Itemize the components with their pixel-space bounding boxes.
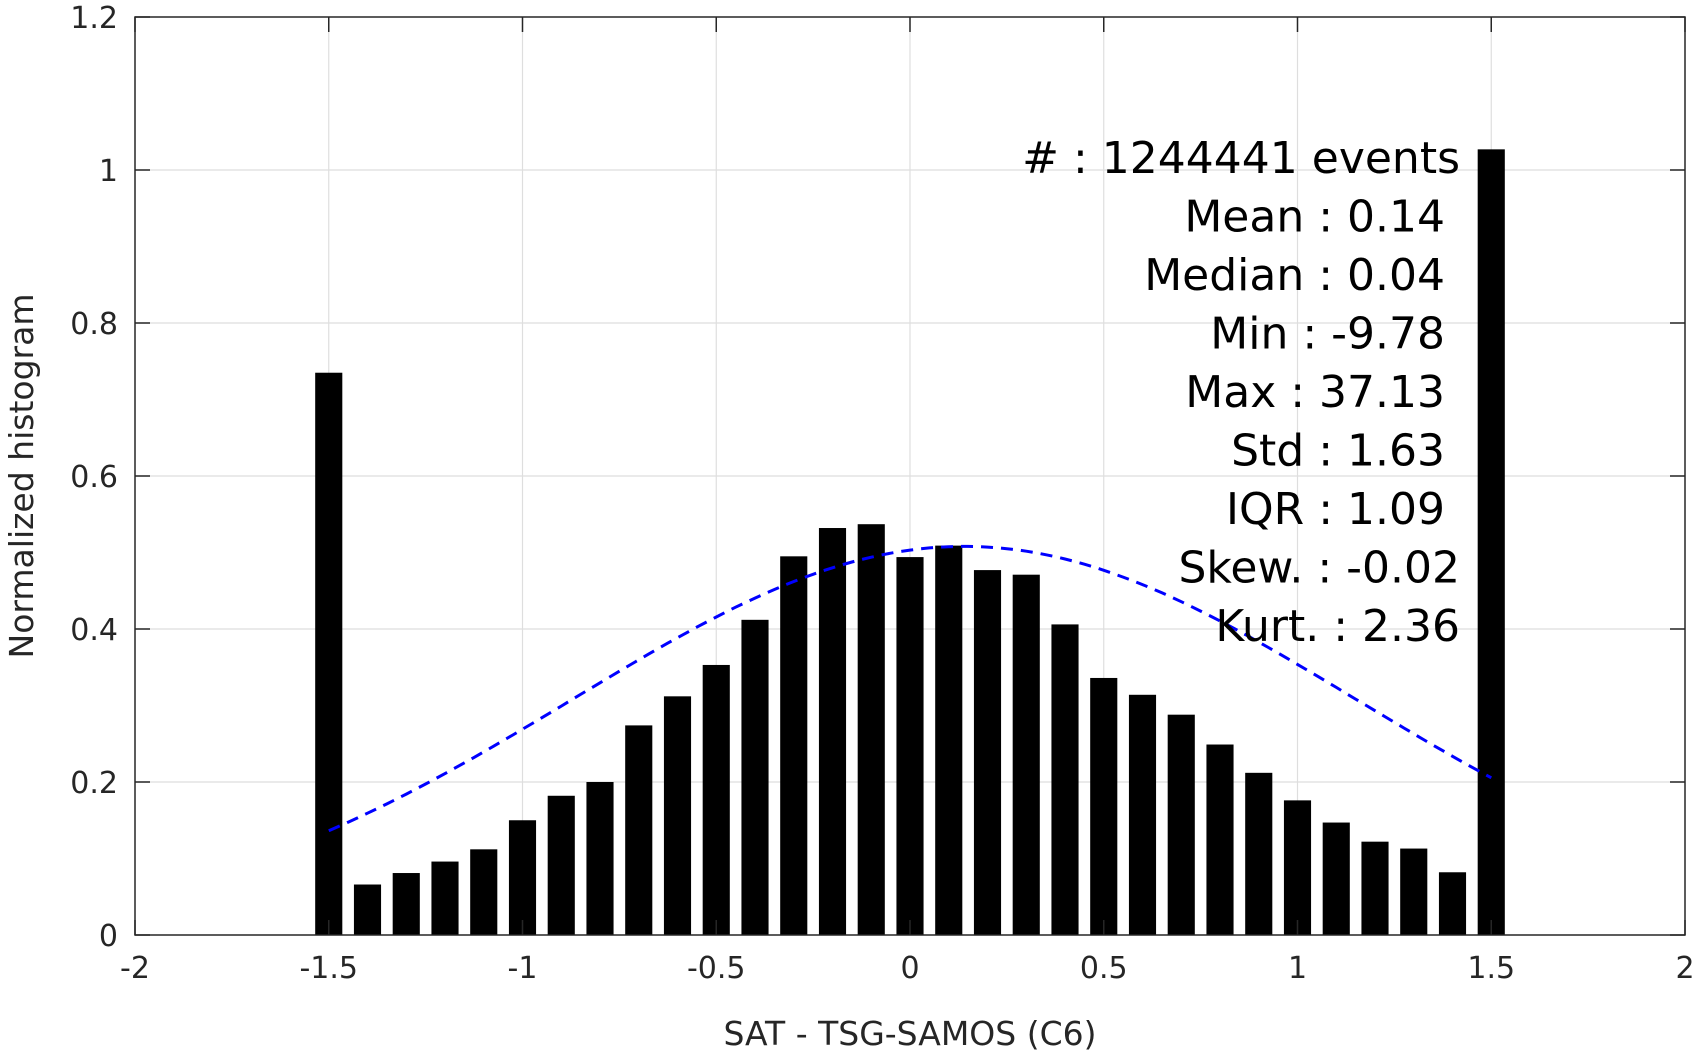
y-tick-label: 0.8 [70,307,118,342]
histogram-bar [1438,872,1467,935]
y-tick-label: 0.6 [70,460,118,495]
stat-line: Mean : 0.14 [1184,192,1445,243]
histogram-bar [625,725,653,935]
histogram-bar [702,664,730,935]
stat-line: IQR : 1.09 [1226,484,1445,535]
histogram-bar [547,795,575,935]
histogram-bar [1051,624,1079,935]
statistics-box: # : 1244441 events Mean : 0.14 Median : 0.… [1022,133,1460,652]
histogram-bar [392,873,420,935]
histogram-bar [353,884,382,935]
stat-line: Std : 1.63 [1231,426,1445,477]
x-tick-label: -0.5 [687,951,746,986]
histogram-bar [1283,800,1312,935]
histogram-bar [1128,694,1157,935]
histogram-bar [1167,714,1195,935]
histogram-bar [1245,772,1273,935]
histogram-bar [857,524,885,935]
gaussian-fit-curve [328,544,1493,833]
histogram-bar [470,849,498,935]
histogram-bar [508,820,537,935]
y-tick-label: 1.2 [70,1,118,36]
histogram-bar [935,545,963,935]
histogram-bar [1012,574,1040,935]
histogram-bar [1322,822,1350,935]
y-tick-label: 0.4 [70,613,118,648]
histogram-bar [1477,149,1505,936]
stat-line: Min : -9.78 [1210,309,1445,360]
x-tick-label: -2 [120,951,150,986]
histogram-bar [1206,744,1234,935]
stat-line: Median : 0.04 [1144,250,1445,301]
x-tick-label: -1 [508,951,538,986]
x-tick-labels: -2 -1.5 -1 -0.5 0 0.5 1 1.5 2 [120,951,1695,986]
histogram-bar [1400,848,1428,935]
y-axis-label: Normalized histogram [2,294,41,659]
x-tick-label: 0.5 [1080,951,1128,986]
histogram-bar [1361,841,1389,935]
histogram-bar [663,696,692,935]
stat-line: Kurt. : 2.36 [1215,601,1460,652]
histogram-bar [586,782,614,935]
histogram-bar [431,861,459,935]
x-tick-label: 2 [1675,951,1694,986]
stat-line: Max : 37.13 [1185,367,1445,418]
y-tick-label: 0.2 [70,766,118,801]
stat-line: Skew. : -0.02 [1179,543,1461,594]
histogram-bar [1090,677,1118,935]
x-tick-label: 1 [1288,951,1307,986]
histogram-bar [973,570,1002,935]
x-tick-label: 0 [900,951,919,986]
x-axis-label: SAT - TSG-SAMOS (C6) [723,1014,1096,1053]
histogram-bar [741,619,769,935]
x-tick-label: 1.5 [1467,951,1515,986]
histogram-bar [818,528,847,935]
y-tick-labels: 0 0.2 0.4 0.6 0.8 1 1.2 [70,1,118,954]
y-tick-label: 0 [99,919,118,954]
axes-frame [134,16,1686,936]
y-tick-label: 1 [99,154,118,189]
histogram-bar [780,556,808,935]
histogram-bars [315,149,1505,936]
x-tick-label: -1.5 [299,951,358,986]
histogram-bar [896,557,924,935]
stat-line: # : 1244441 events [1022,133,1460,184]
histogram-bar [315,372,343,936]
